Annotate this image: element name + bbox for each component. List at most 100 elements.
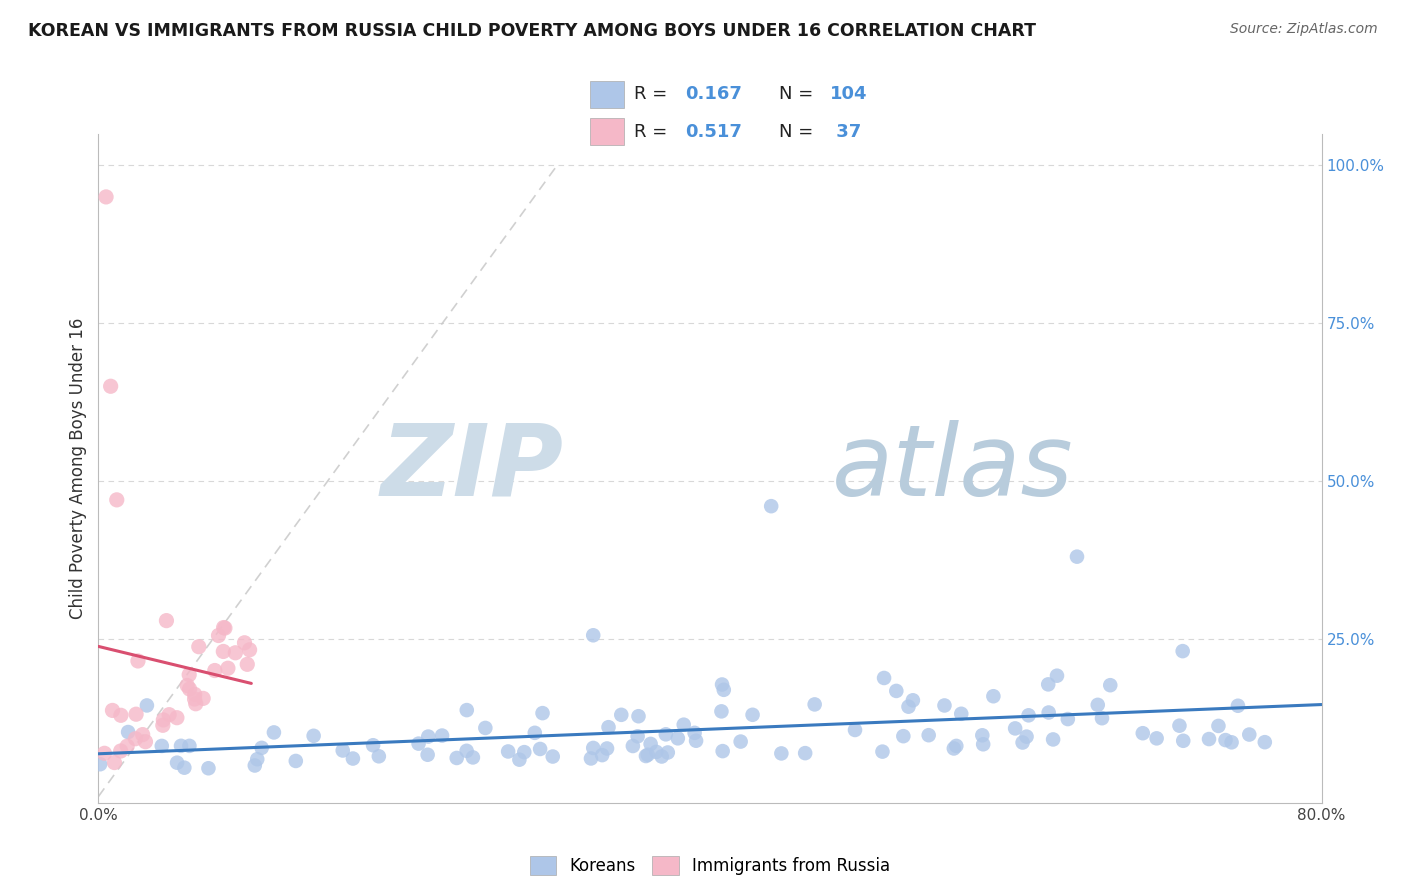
Point <box>239 642 262 657</box>
Point <box>598 720 620 734</box>
Point <box>803 698 825 712</box>
Point <box>1208 719 1230 733</box>
Point <box>950 706 973 721</box>
Point <box>152 713 174 727</box>
Point <box>610 707 633 722</box>
Point <box>591 748 613 763</box>
Point <box>637 747 659 762</box>
Point <box>942 741 965 756</box>
Point <box>243 758 266 772</box>
Point <box>513 745 536 759</box>
Point <box>972 728 994 742</box>
Point <box>284 754 307 768</box>
Point <box>103 756 125 770</box>
Point <box>105 492 128 507</box>
Text: 0.167: 0.167 <box>685 86 741 103</box>
Point <box>183 687 205 701</box>
Point <box>884 684 907 698</box>
Point <box>176 679 198 693</box>
Point <box>134 734 156 748</box>
Point <box>523 726 546 740</box>
Point <box>1226 698 1249 713</box>
Point <box>184 697 207 711</box>
Point <box>1091 711 1114 725</box>
Text: 0.517: 0.517 <box>685 122 741 141</box>
Text: 37: 37 <box>830 122 860 141</box>
Point <box>627 729 650 743</box>
Point <box>934 698 956 713</box>
Point <box>945 739 967 753</box>
Point <box>207 628 229 642</box>
Bar <box>591 118 624 145</box>
Point <box>1066 549 1088 564</box>
Point <box>741 707 763 722</box>
Point <box>685 733 707 747</box>
Point <box>891 729 914 743</box>
Point <box>100 379 122 393</box>
Point <box>233 636 256 650</box>
Point <box>183 692 205 706</box>
Point <box>332 743 354 757</box>
Point <box>651 749 673 764</box>
Point <box>456 744 478 758</box>
Point <box>621 739 644 753</box>
Point <box>191 691 214 706</box>
Point <box>1015 730 1038 744</box>
Point <box>236 657 259 672</box>
Point <box>217 661 239 675</box>
Point <box>135 698 157 713</box>
Point <box>110 744 132 758</box>
Point <box>117 725 139 739</box>
Point <box>150 739 173 753</box>
Point <box>131 728 153 742</box>
Point <box>125 707 148 722</box>
Point <box>683 726 706 740</box>
Point <box>89 757 111 772</box>
Text: R =: R = <box>634 122 673 141</box>
Point <box>897 699 920 714</box>
Text: atlas: atlas <box>832 420 1074 516</box>
Point <box>1198 732 1220 747</box>
Point <box>212 621 235 635</box>
Text: KOREAN VS IMMIGRANTS FROM RUSSIA CHILD POVERTY AMONG BOYS UNDER 16 CORRELATION C: KOREAN VS IMMIGRANTS FROM RUSSIA CHILD P… <box>28 22 1036 40</box>
Point <box>416 747 439 762</box>
Point <box>844 723 866 737</box>
Point <box>1171 644 1194 658</box>
Point <box>672 717 695 731</box>
Bar <box>591 80 624 108</box>
Point <box>101 703 124 717</box>
Point <box>972 737 994 751</box>
Point <box>367 749 389 764</box>
Point <box>918 728 941 742</box>
Point <box>596 741 619 756</box>
Point <box>302 729 325 743</box>
Point <box>212 644 235 658</box>
Point <box>461 750 484 764</box>
Point <box>872 745 894 759</box>
Point <box>110 708 132 723</box>
Point <box>214 621 236 635</box>
Point <box>157 707 180 722</box>
Point <box>166 711 188 725</box>
Point <box>1168 719 1191 733</box>
Point <box>170 739 193 753</box>
Point <box>1220 735 1243 749</box>
Text: N =: N = <box>779 122 820 141</box>
Point <box>531 706 554 720</box>
Point <box>529 742 551 756</box>
Point <box>582 740 605 755</box>
Point <box>173 761 195 775</box>
Point <box>361 738 384 752</box>
Text: Source: ZipAtlas.com: Source: ZipAtlas.com <box>1230 22 1378 37</box>
Point <box>710 704 733 718</box>
Point <box>446 751 468 765</box>
Point <box>666 731 689 746</box>
Legend: Koreans, Immigrants from Russia: Koreans, Immigrants from Russia <box>523 849 897 881</box>
Point <box>1038 706 1060 720</box>
Point <box>627 709 650 723</box>
Point <box>1038 677 1060 691</box>
Point <box>197 761 219 775</box>
Point <box>187 640 209 654</box>
Point <box>179 681 201 696</box>
Point <box>342 751 364 765</box>
